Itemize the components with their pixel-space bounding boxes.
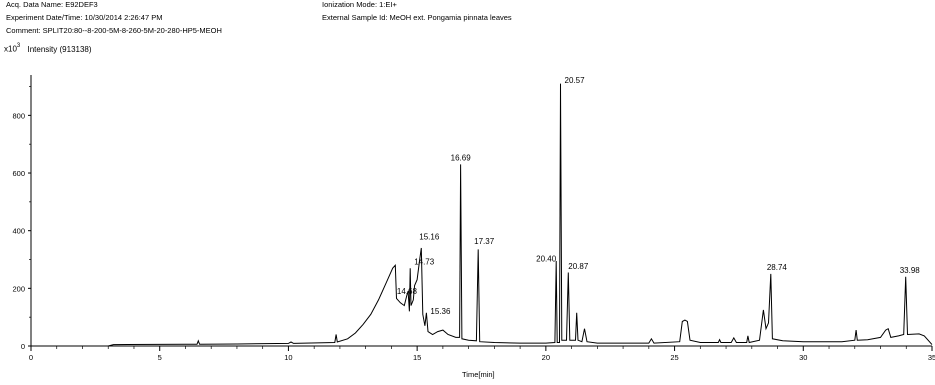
y-axis-title: Intensity (913138) (27, 44, 92, 54)
series-line (108, 83, 933, 347)
y-tick-label: 600 (12, 169, 25, 178)
x-tick-label: 20 (542, 353, 550, 362)
x-tick-label: 15 (413, 353, 421, 362)
x-tick-label: 30 (799, 353, 807, 362)
external-sample-id-text: External Sample Id: MeOH ext. Pongamia p… (322, 13, 512, 22)
y-tick-label: 200 (12, 284, 25, 293)
x-tick-label: 5 (158, 353, 162, 362)
x-tick-label: 10 (284, 353, 292, 362)
y-axis-exponent: 3 (16, 43, 21, 49)
x-tick-label: 35 (928, 353, 935, 362)
peak-label: 20.87 (568, 262, 589, 271)
chart-axes: 0 200 400 600 800 0 5 10 15 20 25 30 35 (12, 75, 935, 362)
peak-label: 15.16 (419, 233, 440, 242)
chromatogram-trace (108, 83, 933, 347)
peak-label: 14.73 (414, 258, 435, 267)
peak-label: 28.74 (767, 263, 788, 272)
x-tick-label: 0 (29, 353, 33, 362)
comment-text: Comment: SPLIT20:80--8-200-5M-8-260-5M-2… (6, 26, 222, 35)
y-tick-label: 400 (12, 227, 25, 236)
peak-label: 16.69 (451, 153, 472, 162)
peak-label: 17.37 (474, 237, 495, 246)
peak-label: 33.98 (900, 266, 921, 275)
ionization-mode-text: Ionization Mode: 1:EI+ (322, 0, 397, 9)
peak-label: 20.57 (565, 76, 586, 85)
x-axis-title: Time[min] (462, 370, 495, 379)
y-axis-prefix: x10 (4, 44, 17, 54)
y-axis-label: x103 Intensity (913138) (4, 43, 92, 54)
y-tick-label: 800 (12, 111, 25, 120)
peak-label: 14.68 (397, 287, 418, 296)
peak-label: 20.40 (536, 255, 557, 264)
peak-label: 15.36 (430, 307, 451, 316)
peak-labels: 14.68 14.73 15.16 15.36 16.69 17.37 20.40 20.57… (397, 76, 920, 316)
y-tick-label: 0 (21, 342, 25, 351)
x-tick-label: 25 (670, 353, 678, 362)
acq-data-name-text: Acq. Data Name: E92DEF3 (6, 0, 98, 9)
experiment-datetime-text: Experiment Date/Time: 10/30/2014 2:26:47… (6, 13, 163, 22)
